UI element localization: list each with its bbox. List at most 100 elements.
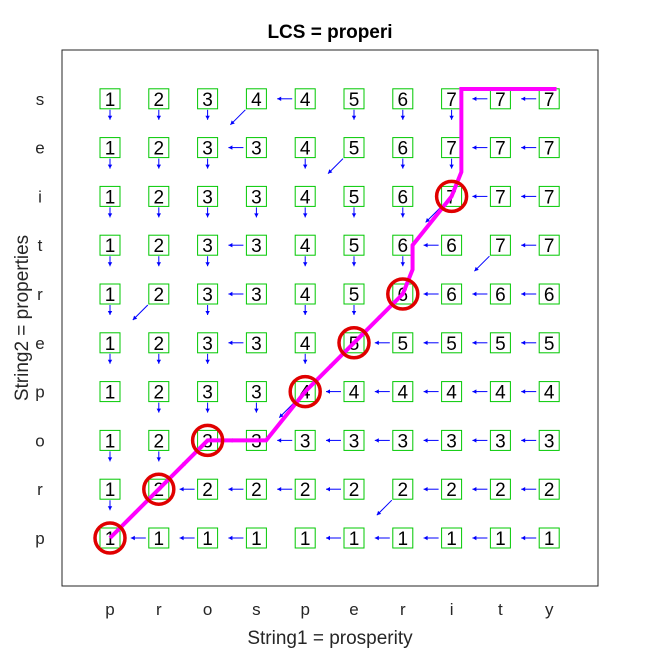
cell-value: 2 [154,334,165,355]
cell-box [343,88,365,110]
direction-arrow [472,194,488,199]
dp-cell: 2 [148,429,170,452]
dp-cell: 6 [392,185,414,208]
cell-box [441,283,463,305]
dp-cell: 1 [99,478,121,501]
cell-value: 2 [398,480,409,501]
dp-cell: 4 [294,137,316,160]
direction-arrow [179,487,195,492]
cell-box [343,527,365,549]
cell-value: 1 [495,529,506,550]
cell-box [441,381,463,403]
dp-cell: 7 [538,234,560,257]
y-tick-label: p [35,383,44,402]
dp-cell: 7 [538,185,560,208]
direction-arrow [374,438,390,443]
cell-value: 4 [300,334,311,355]
cell-box [489,478,511,500]
direction-arrow [277,487,293,492]
cell-value: 5 [495,334,506,355]
direction-arrow [400,207,405,218]
cell-value: 1 [300,529,311,550]
dp-cell: 2 [148,381,170,404]
dp-cell: 1 [441,527,463,550]
dp-cell: 4 [294,88,316,111]
cell-value: 3 [495,431,506,452]
dp-cell: 3 [441,429,463,452]
cell-value: 3 [251,139,262,160]
cell-value: 4 [349,383,360,404]
cell-value: 6 [446,236,457,257]
cell-value: 3 [544,431,555,452]
cell-value: 1 [446,529,457,550]
cell-box [245,234,267,256]
dp-cell: 1 [343,527,365,550]
dp-cell: 7 [538,88,560,111]
cell-value: 2 [202,480,213,501]
dp-cell: 4 [343,381,365,404]
direction-arrow [474,255,490,272]
direction-arrow [423,438,439,443]
cell-box [441,234,463,256]
dp-cell: 3 [392,429,414,452]
cell-value: 7 [495,139,506,160]
dp-cell: 7 [489,88,511,111]
match-circle [337,326,371,360]
direction-arrow [228,291,244,297]
axis-ticks: p r o s p e r i t y p r o p e r t i e s [35,90,554,619]
cell-box [294,185,316,207]
cell-box [538,527,560,549]
dp-cell: 5 [392,332,414,355]
dp-cell: 3 [245,137,267,160]
direction-arrow [107,451,113,462]
dp-cell: 3 [245,381,267,404]
direction-arrow [254,207,259,218]
cell-value: 2 [154,187,165,208]
direction-arrow [205,353,210,364]
direction-arrow [107,500,113,511]
direction-arrow [374,340,390,345]
dp-cell: 2 [538,478,560,501]
cell-value: 7 [495,187,506,208]
dp-cell: 1 [99,283,121,306]
direction-arrow [277,438,293,443]
direction-arrow [425,207,441,223]
cell-value: 3 [202,334,213,355]
dp-cell: 4 [294,234,316,257]
cell-box [197,137,219,159]
cell-box [197,381,219,403]
cell-box [294,234,316,256]
cell-value: 4 [300,236,311,257]
direction-arrow [326,487,341,492]
cell-box [392,185,414,207]
cell-box [441,478,463,500]
direction-arrow [205,207,210,218]
dp-cell: 7 [441,88,463,111]
cell-box [245,137,267,159]
dp-cell: 3 [197,88,219,111]
direction-arrow [472,487,488,492]
match-circle [93,521,127,555]
direction-arrow [228,487,244,492]
direction-arrow [521,340,537,345]
cell-value: 4 [251,90,262,111]
direction-arrow [254,402,259,413]
cell-box [441,429,463,451]
direction-arrow [156,402,161,413]
cell-value: 6 [446,285,457,306]
direction-arrow [521,438,537,443]
cell-value: 2 [154,236,165,257]
cell-box [489,381,511,403]
cell-value: 4 [495,383,506,404]
cell-value: 1 [105,285,116,306]
cell-box [294,478,316,500]
cell-value: 4 [300,139,311,160]
dp-cell: 4 [294,332,316,355]
cell-value: 2 [349,480,360,501]
x-tick-label: r [156,600,162,619]
direction-arrow [449,158,454,169]
dp-cell: 5 [489,332,511,355]
cell-value: 3 [202,236,213,257]
direction-arrow [400,158,405,169]
